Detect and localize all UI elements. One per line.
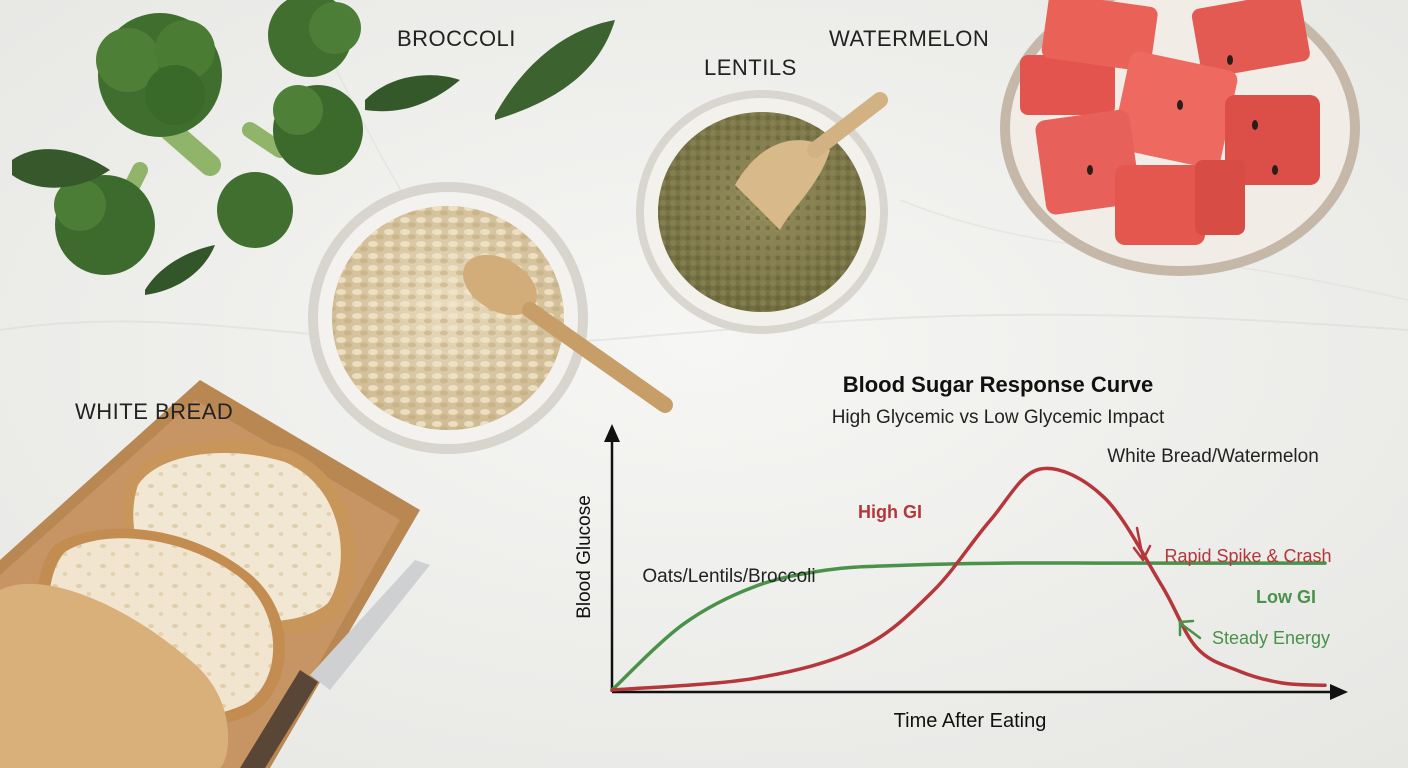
down-arrow-icon [1132, 526, 1152, 562]
annotation-high-series-food: White Bread/Watermelon [1107, 446, 1319, 467]
series-line-high-gi [610, 466, 1327, 692]
annotation-high-effect: Rapid Spike & Crash [1164, 546, 1331, 566]
x-axis-label: Time After Eating [894, 710, 1047, 732]
chart-subtitle: High Glycemic vs Low Glycemic Impact [832, 407, 1165, 428]
right-arrow-icon [1330, 684, 1348, 700]
broccoli-image [12, 0, 615, 295]
oats-bowl-image [308, 182, 673, 454]
watermelon-label: WATERMELON [829, 26, 990, 51]
annotation-low-series-food: Oats/Lentils/Broccoli [642, 566, 815, 587]
up-left-arrow-icon [1178, 619, 1202, 640]
legend-high-gi: High GI [858, 502, 922, 522]
up-arrow-icon [604, 424, 620, 442]
annotation-low-effect: Steady Energy [1212, 628, 1330, 648]
broccoli-label: BROCCOLI [397, 26, 516, 51]
knife-image [240, 560, 430, 768]
chart-title: Blood Sugar Response Curve [843, 372, 1154, 397]
lentils-label: LENTILS [704, 55, 797, 80]
white-bread-label: WHITE BREAD [75, 399, 234, 424]
lentils-bowl-image [636, 90, 888, 334]
watermelon-bowl-image [1000, 0, 1360, 276]
y-axis-label: Blood Glucose [574, 495, 595, 619]
series-line-low-gi [610, 561, 1327, 692]
legend-low-gi: Low GI [1256, 587, 1316, 607]
